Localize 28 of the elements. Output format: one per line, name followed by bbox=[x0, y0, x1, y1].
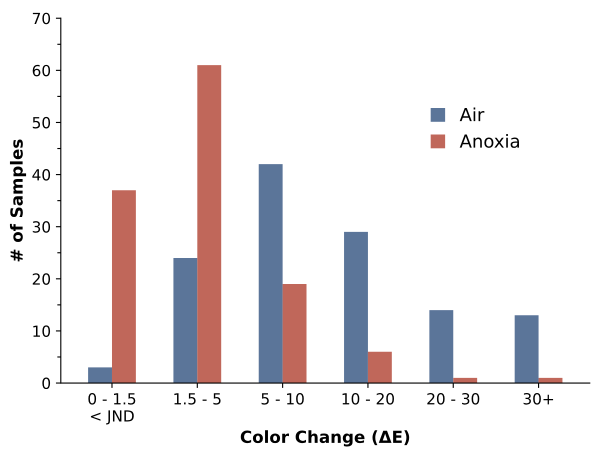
bar bbox=[88, 367, 112, 384]
bar bbox=[368, 352, 392, 384]
y-tick-label: 30 bbox=[32, 221, 50, 233]
bar bbox=[344, 232, 368, 384]
y-tick-label: 20 bbox=[32, 273, 50, 285]
x-tick-label: 1.5 - 5 bbox=[174, 393, 221, 405]
y-axis-title: # of Samples bbox=[10, 140, 26, 262]
legend-label: Air bbox=[460, 107, 484, 122]
bar bbox=[173, 258, 198, 384]
bar bbox=[112, 190, 136, 384]
x-tick-label: 0 - 1.5 < JND bbox=[88, 393, 136, 425]
y-tick-label: 70 bbox=[32, 12, 50, 24]
y-tick-label: 0 bbox=[42, 378, 50, 390]
bar bbox=[514, 315, 539, 384]
legend-label: Anoxia bbox=[460, 134, 519, 148]
y-tick-label: 50 bbox=[32, 116, 50, 128]
x-axis-title: Color Change (ΔE) bbox=[240, 430, 410, 446]
y-tick-label: 10 bbox=[33, 325, 50, 337]
bar bbox=[197, 65, 222, 384]
bar bbox=[258, 164, 283, 384]
y-tick-label: 60 bbox=[32, 64, 50, 76]
x-tick-label: 10 - 20 bbox=[342, 393, 394, 405]
bar bbox=[429, 310, 454, 384]
x-tick-label: 20 - 30 bbox=[427, 393, 480, 405]
y-tick-label: 40 bbox=[32, 169, 50, 181]
bar bbox=[282, 284, 307, 384]
x-tick-label: 30+ bbox=[524, 393, 554, 405]
x-tick-label: 5 - 10 bbox=[262, 393, 304, 405]
